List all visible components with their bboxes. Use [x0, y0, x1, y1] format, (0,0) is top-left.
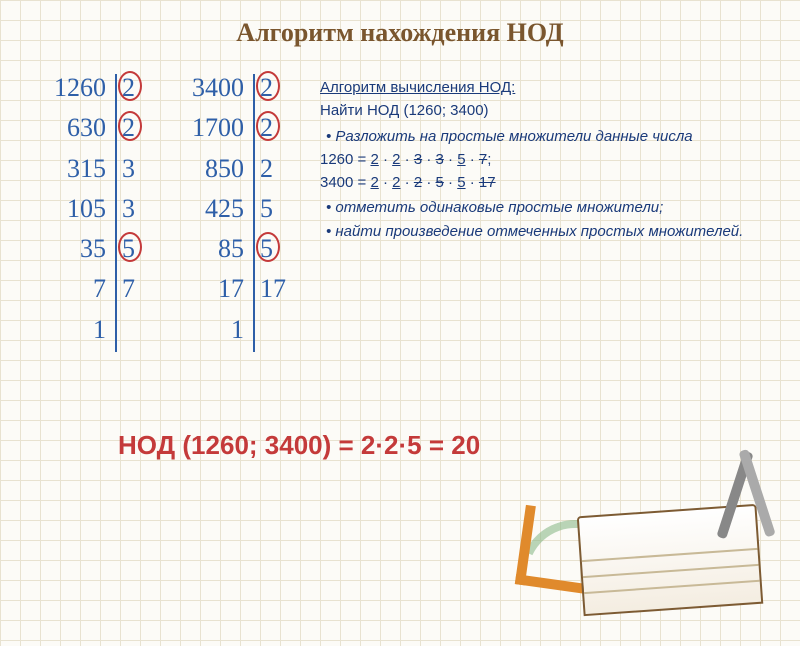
num: 1260 — [52, 68, 114, 108]
circle-icon — [118, 111, 142, 141]
algorithm-text: Алгоритм вычисления НОД: Найти НОД (1260… — [320, 76, 780, 243]
decomposition-3400: 3400 = 2 · 2 · 2 · 5 · 5 · 17 — [320, 171, 780, 194]
num: 3400 — [190, 68, 252, 108]
division-line-right — [253, 74, 255, 352]
factor: 17 — [252, 269, 288, 309]
circle-icon — [118, 232, 142, 262]
algo-heading: Алгоритм вычисления НОД: — [320, 76, 780, 99]
num: 1 — [190, 310, 252, 350]
num: 1 — [52, 310, 114, 350]
num: 425 — [190, 189, 252, 229]
tools-decoration — [500, 460, 800, 600]
num: 315 — [52, 149, 114, 189]
factorization-1260: 12602 6302 3153 1053 355 77 1 — [52, 68, 150, 350]
factor — [252, 310, 288, 350]
factor: 3 — [114, 189, 150, 229]
algo-subtitle: Найти НОД (1260; 3400) — [320, 99, 780, 122]
factor: 3 — [114, 149, 150, 189]
num: 7 — [52, 269, 114, 309]
result: НОД (1260; 3400) = 2·2·5 = 20 — [118, 430, 480, 461]
circle-icon — [256, 111, 280, 141]
notebook-icon — [577, 504, 764, 616]
num: 105 — [52, 189, 114, 229]
circle-icon — [118, 71, 142, 101]
algo-bullet: отметить одинаковые простые множители; — [326, 196, 780, 219]
factor — [114, 310, 150, 350]
factorization-3400: 34002 17002 8502 4255 855 1717 1 — [190, 68, 288, 350]
page-title: Алгоритм нахождения НОД — [0, 18, 800, 48]
algo-bullet: найти произведение отмеченных простых мн… — [326, 220, 780, 243]
algo-bullet: Разложить на простые множители данные чи… — [326, 125, 780, 148]
num: 35 — [52, 229, 114, 269]
decomposition-1260: 1260 = 2 · 2 · 3 · 3 · 5 · 7; — [320, 148, 780, 171]
num: 630 — [52, 108, 114, 148]
factor: 2 — [252, 149, 288, 189]
num: 85 — [190, 229, 252, 269]
factor: 5 — [252, 189, 288, 229]
num: 17 — [190, 269, 252, 309]
division-line-left — [115, 74, 117, 352]
num: 850 — [190, 149, 252, 189]
circle-icon — [256, 71, 280, 101]
circle-icon — [256, 232, 280, 262]
num: 1700 — [190, 108, 252, 148]
factor: 7 — [114, 269, 150, 309]
